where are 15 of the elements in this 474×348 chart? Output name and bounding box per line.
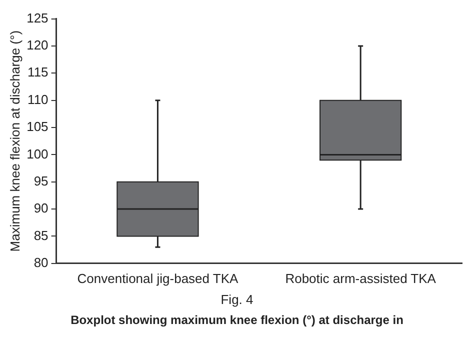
caption: Fig. 4 bbox=[220, 292, 254, 307]
y-tick-label: 90 bbox=[34, 200, 48, 216]
y-tick-label: 95 bbox=[34, 173, 48, 188]
x-tick-label: Conventional jig-based TKA bbox=[77, 270, 238, 286]
y-tick-label: 105 bbox=[26, 119, 48, 134]
y-tick-label: 85 bbox=[34, 228, 48, 243]
y-tick-label: 125 bbox=[26, 10, 48, 26]
y-tick-label: 115 bbox=[28, 64, 48, 80]
y-tick-label: 110 bbox=[28, 92, 48, 107]
y-tick-label: 120 bbox=[26, 38, 48, 53]
y-tick-label: 100 bbox=[26, 146, 48, 162]
y-axis-title: Maximum knee flexion at discharge (°) bbox=[7, 30, 22, 252]
text: Boxplot showing maximum knee flexion (°) at discharge in bbox=[70, 313, 404, 327]
x-tick-label: Robotic arm-assisted TKA bbox=[285, 270, 436, 286]
y-tick-label: 80 bbox=[34, 254, 48, 270]
